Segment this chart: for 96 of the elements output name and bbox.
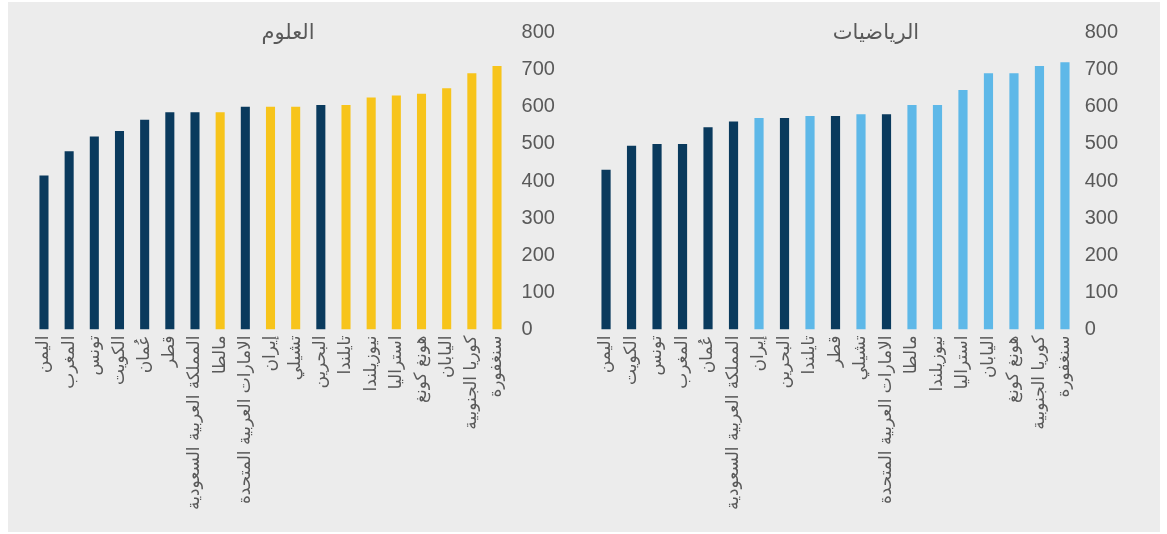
y-tick-label: 200 [1084,242,1119,265]
bar [728,121,739,330]
x-tick-label: تايلندا [334,335,355,375]
x-tick-label: استراليا [384,335,405,390]
bar [677,143,688,330]
x-tick-label: اليابان [435,335,456,379]
x-tick-label: عُمان [133,335,154,374]
bar [291,106,301,330]
y-tick-label: 500 [1084,131,1119,154]
y-tick-label: 800 [1084,20,1119,43]
x-tick-label: هونغ كونغ [1002,335,1024,404]
bar [779,117,790,330]
x-tick-label: نيوزيلندا [925,335,946,392]
bar [240,106,250,330]
x-tick-label: الامارات العربية المتحدة [233,335,254,505]
bar [442,88,452,330]
x-tick-label: تونس [82,335,103,376]
bar [983,73,994,330]
bar [652,143,662,330]
x-tick-label: استراليا [951,335,972,390]
bar [366,97,376,330]
x-tick-label: الكويت [107,335,128,385]
x-tick-label: سنغفورة [1053,335,1074,398]
bar [1060,62,1070,330]
x-tick-label: تشيلي [849,335,871,381]
bar [1009,73,1019,330]
x-tick-label: مالطا [900,335,921,375]
y-tick-label: 300 [1084,205,1119,228]
bar [467,73,477,330]
bar [316,104,326,330]
x-tick-label: البحرين [309,335,330,389]
y-tick-label: 700 [521,57,555,80]
bar [89,136,99,330]
bar [39,175,49,330]
x-tick-label: الامارات العربية المتحدة [874,335,895,505]
y-tick-label: 600 [521,94,555,117]
x-tick-label: سنغفورة [485,335,506,398]
x-tick-label: كوريا الجنوبية [1027,334,1048,430]
bar [215,112,225,330]
x-tick-label: تايلندا [798,335,819,375]
y-tick-label: 0 [521,317,533,340]
bar [907,104,917,330]
bar [881,114,892,330]
y-tick-label: 800 [521,20,555,43]
bar [114,130,125,330]
y-tick-label: 600 [1084,94,1119,117]
x-tick-label: كوريا الجنوبية [460,334,481,430]
bar [190,112,200,330]
y-tick-label: 700 [1084,57,1119,80]
y-tick-label: 100 [521,279,555,302]
y-tick-label: 400 [1084,168,1119,191]
bar [626,145,637,330]
y-tick-label: 400 [521,168,555,191]
bar [416,93,427,330]
x-tick-label: اليمن [594,335,615,374]
bar [140,119,150,330]
y-tick-label: 200 [521,242,555,265]
x-tick-label: الكويت [619,335,640,385]
x-tick-label: اليمن [32,335,53,374]
x-tick-label: عُمان [696,335,717,374]
bar [165,112,175,330]
chart-title: الرياضيات [832,19,920,46]
bar [341,104,351,330]
y-tick-label: 300 [521,205,555,228]
bar [601,169,611,330]
x-tick-label: قطر [823,335,844,368]
bar [703,127,713,330]
y-tick-label: 100 [1084,279,1119,302]
bar [492,65,502,330]
y-tick-label: 0 [1084,317,1096,340]
bar [932,104,943,330]
bar [391,95,401,330]
bar [830,116,841,330]
x-tick-label: مالطا [208,335,229,375]
x-tick-label: تونس [645,335,666,376]
bar [754,117,764,330]
bar [856,114,866,330]
x-tick-label: البحرين [772,335,793,389]
chart-title: العلوم [261,19,315,46]
y-tick-label: 500 [521,131,555,154]
bar [1034,65,1045,330]
x-tick-label: قطر [158,335,179,368]
x-tick-label: إيران [258,335,279,372]
bar [805,116,815,330]
x-tick-label: نيوزيلندا [359,335,380,392]
x-tick-label: المغرب [670,335,691,389]
bar [64,151,74,330]
x-tick-label: هونغ كونغ [409,335,431,404]
x-tick-label: المملكة العربية السعودية [183,335,204,510]
bar [958,90,968,330]
x-tick-label: تشيلي [284,335,306,381]
x-tick-label: إيران [747,335,768,372]
bar [265,106,276,330]
x-tick-label: اليابان [976,335,997,379]
x-tick-label: المملكة العربية السعودية [721,335,742,510]
x-tick-label: المغرب [57,335,78,389]
